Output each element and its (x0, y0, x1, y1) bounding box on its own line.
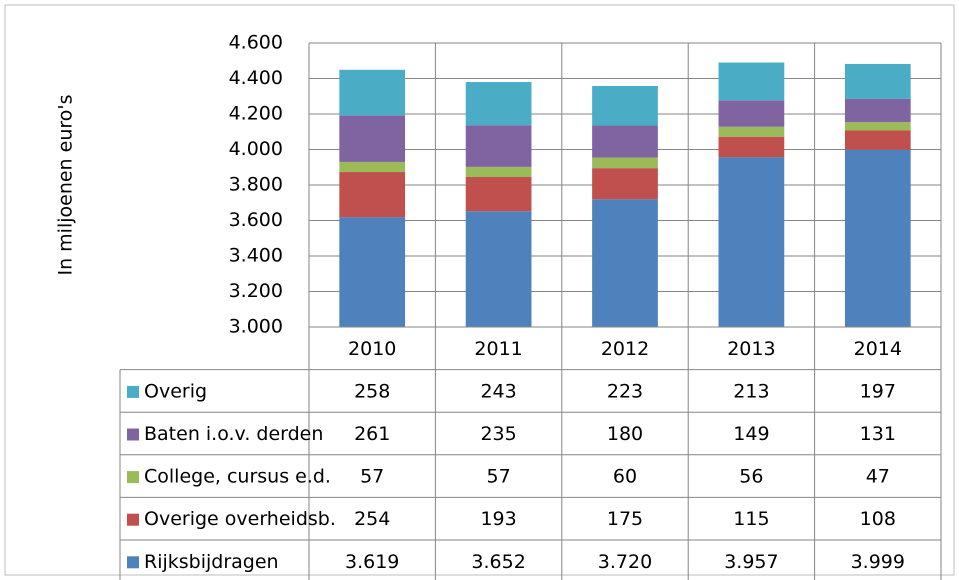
bar-segment (592, 157, 658, 169)
y-tick-label: 3.400 (229, 245, 283, 267)
legend-swatch (127, 513, 139, 526)
bar-segment (465, 177, 532, 212)
table-cell: 175 (607, 508, 643, 530)
y-tick-label: 3.000 (229, 316, 283, 338)
bar-segment (465, 166, 532, 178)
bar-segment (339, 217, 406, 327)
y-tick-label: 4.000 (229, 138, 283, 160)
bar-segment (339, 161, 406, 173)
bar-segment (718, 126, 785, 137)
table-cell: 213 (733, 380, 769, 402)
x-tick-label: 2010 (348, 338, 396, 360)
table-cell: 131 (860, 423, 896, 445)
y-axis-label: In miljoenen euro's (55, 94, 77, 275)
table-cell: 3.652 (471, 551, 525, 573)
bar-segment (465, 82, 532, 126)
table-cell: 3.619 (345, 551, 399, 573)
table-cell: 3.720 (598, 551, 652, 573)
y-tick-label: 3.800 (229, 174, 283, 196)
bar-segment (844, 122, 911, 131)
table-cell: 60 (613, 466, 637, 488)
bar-segment (592, 199, 658, 327)
bar-segment (592, 168, 658, 200)
legend-label: Baten i.o.v. derden (144, 423, 323, 445)
table-cell: 3.957 (724, 551, 778, 573)
table-cell: 243 (480, 380, 516, 402)
table-cell: 57 (360, 466, 384, 488)
x-tick-label: 2012 (601, 338, 649, 360)
table-cell: 3.999 (851, 551, 905, 573)
x-tick-label: 2014 (854, 338, 902, 360)
table-cell: 57 (487, 466, 511, 488)
table-cell: 235 (480, 423, 516, 445)
table-cell: 193 (480, 508, 516, 530)
bar-segment (592, 125, 658, 158)
table-cell: 197 (860, 380, 896, 402)
bar-segment (718, 100, 785, 127)
bar-segment (339, 115, 406, 162)
bar-segment (339, 69, 406, 116)
table-cell: 149 (733, 423, 769, 445)
legend-label: Overig (144, 380, 207, 402)
y-tick-label: 4.400 (229, 67, 283, 89)
bar-segment (465, 125, 532, 167)
y-tick-label: 4.200 (229, 103, 283, 125)
x-tick-label: 2013 (727, 338, 775, 360)
bar-segment (718, 62, 785, 101)
bar-segment (465, 211, 532, 327)
bar-segment (592, 85, 658, 126)
table-cell: 261 (354, 423, 390, 445)
legend-swatch (127, 556, 139, 569)
table-cell: 254 (354, 508, 390, 530)
legend-label: College, cursus e.d. (144, 466, 331, 488)
legend-label: Overige overheidsb. (144, 508, 336, 530)
bar-segment (844, 63, 911, 99)
legend-swatch (127, 385, 139, 398)
bar-segment (339, 172, 406, 218)
table-cell: 47 (866, 466, 890, 488)
table-cell: 115 (733, 508, 769, 530)
table-cell: 223 (607, 380, 643, 402)
bar-segment (718, 157, 785, 327)
legend-swatch (127, 428, 139, 441)
table-cell: 56 (739, 466, 763, 488)
bar-segment (718, 136, 785, 158)
legend-swatch (127, 471, 139, 484)
bar-segment (844, 149, 911, 327)
legend-label: Rijksbijdragen (144, 551, 279, 573)
y-tick-label: 4.600 (229, 32, 283, 54)
bar-segment (844, 98, 911, 123)
bar-segment (844, 130, 911, 150)
table-cell: 180 (607, 423, 643, 445)
y-tick-label: 3.600 (229, 209, 283, 231)
x-tick-label: 2011 (474, 338, 522, 360)
y-tick-label: 3.200 (229, 280, 283, 302)
table-cell: 108 (860, 508, 896, 530)
table-cell: 258 (354, 380, 390, 402)
